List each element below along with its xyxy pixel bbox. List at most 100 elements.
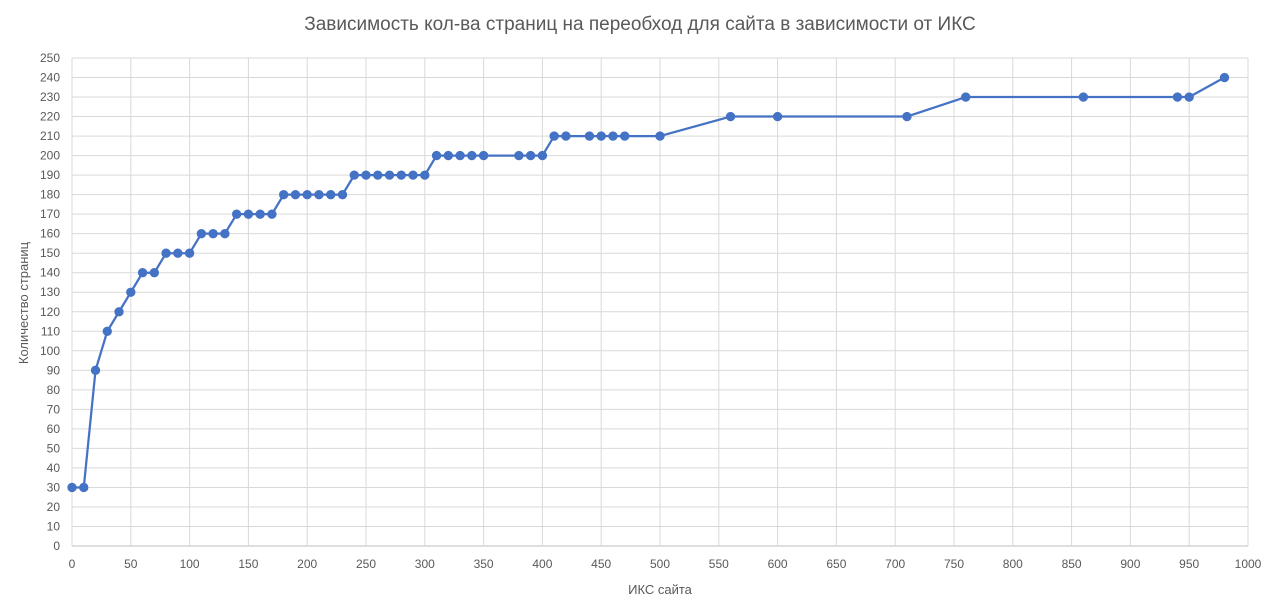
y-tick-label: 130 [40, 285, 60, 299]
y-tick-label: 50 [47, 441, 61, 455]
x-tick-label: 350 [474, 557, 494, 571]
y-axis-ticks: 0 10 20 30 40 50 60 70 80 90 100 110 120 130 140 150 160… [40, 51, 60, 553]
data-point [302, 189, 312, 200]
data-point [279, 189, 289, 200]
data-point [196, 229, 207, 239]
x-tick-label: 100 [180, 557, 200, 571]
data-point [420, 170, 430, 180]
data-point [537, 150, 548, 161]
data-point [902, 111, 912, 122]
x-axis-ticks: 0 50 100 150 200 250 300 350 400 450 500 550 600 650 7… [69, 557, 1262, 571]
y-tick-label: 30 [47, 480, 61, 494]
y-axis-title: Количество страниц [16, 241, 31, 364]
data-point [514, 150, 524, 161]
y-tick-label: 110 [41, 324, 60, 338]
y-tick-label: 210 [40, 129, 60, 143]
x-axis-title: ИКС сайта [628, 582, 693, 597]
data-point [772, 111, 783, 122]
x-tick-label: 1000 [1235, 557, 1262, 571]
data-point [126, 287, 136, 297]
x-tick-label: 450 [591, 557, 611, 571]
y-tick-label: 180 [40, 188, 60, 202]
x-tick-label: 500 [650, 557, 670, 571]
gridlines [71, 57, 1249, 547]
x-tick-label: 150 [238, 557, 258, 571]
data-point [267, 209, 277, 219]
data-point [255, 209, 265, 219]
x-tick-label: 750 [944, 557, 964, 571]
data-point [208, 229, 218, 239]
data-point [455, 150, 465, 161]
x-tick-label: 950 [1179, 557, 1199, 571]
data-point [561, 131, 571, 141]
y-tick-label: 10 [47, 519, 61, 533]
y-tick-label: 170 [40, 207, 60, 221]
series-0 [67, 72, 1230, 493]
data-point [431, 150, 442, 161]
y-tick-label: 150 [40, 246, 60, 260]
data-point [231, 209, 242, 219]
data-point [725, 111, 736, 122]
data-point [79, 482, 89, 493]
y-tick-label: 190 [40, 168, 60, 182]
data-point [467, 150, 477, 161]
data-point [525, 150, 536, 161]
data-point [220, 229, 230, 239]
data-point [114, 307, 124, 317]
y-tick-label: 20 [47, 500, 61, 514]
y-tick-label: 80 [47, 383, 61, 397]
y-tick-label: 120 [40, 305, 60, 319]
y-tick-label: 60 [47, 422, 61, 436]
x-tick-label: 650 [826, 557, 846, 571]
y-tick-label: 250 [40, 51, 60, 65]
data-point [596, 131, 606, 141]
y-tick-label: 40 [47, 461, 61, 475]
y-tick-label: 230 [40, 90, 60, 104]
data-point [655, 131, 665, 141]
y-tick-label: 140 [40, 266, 60, 280]
data-point [408, 170, 418, 180]
data-point [326, 189, 336, 200]
data-point [384, 170, 395, 180]
x-tick-label: 300 [415, 557, 435, 571]
x-tick-label: 700 [885, 557, 905, 571]
data-point [184, 248, 195, 258]
data-point [443, 150, 453, 161]
data-point [361, 170, 371, 180]
y-tick-label: 70 [47, 402, 61, 416]
data-point [349, 170, 359, 180]
x-tick-label: 900 [1120, 557, 1140, 571]
data-point [549, 131, 559, 141]
data-point [1172, 92, 1183, 102]
x-tick-label: 550 [709, 557, 729, 571]
data-point [396, 170, 406, 180]
series [67, 72, 1230, 493]
data-point [608, 131, 618, 141]
data-point [149, 268, 159, 278]
y-tick-label: 100 [40, 344, 60, 358]
data-point [1184, 92, 1194, 102]
y-tick-label: 90 [47, 363, 61, 377]
data-point [337, 189, 348, 200]
data-point [478, 150, 489, 161]
x-tick-label: 400 [532, 557, 552, 571]
data-point [290, 189, 301, 200]
data-point [173, 248, 183, 258]
data-point [961, 92, 971, 102]
x-tick-label: 600 [768, 557, 788, 571]
series-line [70, 76, 1226, 489]
data-point [243, 209, 254, 219]
data-point [373, 170, 383, 180]
x-tick-label: 50 [124, 557, 138, 571]
x-tick-label: 0 [69, 557, 76, 571]
x-tick-label: 250 [356, 557, 376, 571]
y-tick-label: 220 [40, 110, 60, 124]
data-point [137, 268, 148, 278]
data-point [584, 131, 595, 141]
data-point [161, 248, 171, 258]
x-tick-label: 800 [1003, 557, 1023, 571]
chart-title: Зависимость кол-ва страниц на переобход … [304, 14, 976, 35]
data-point [90, 365, 101, 375]
